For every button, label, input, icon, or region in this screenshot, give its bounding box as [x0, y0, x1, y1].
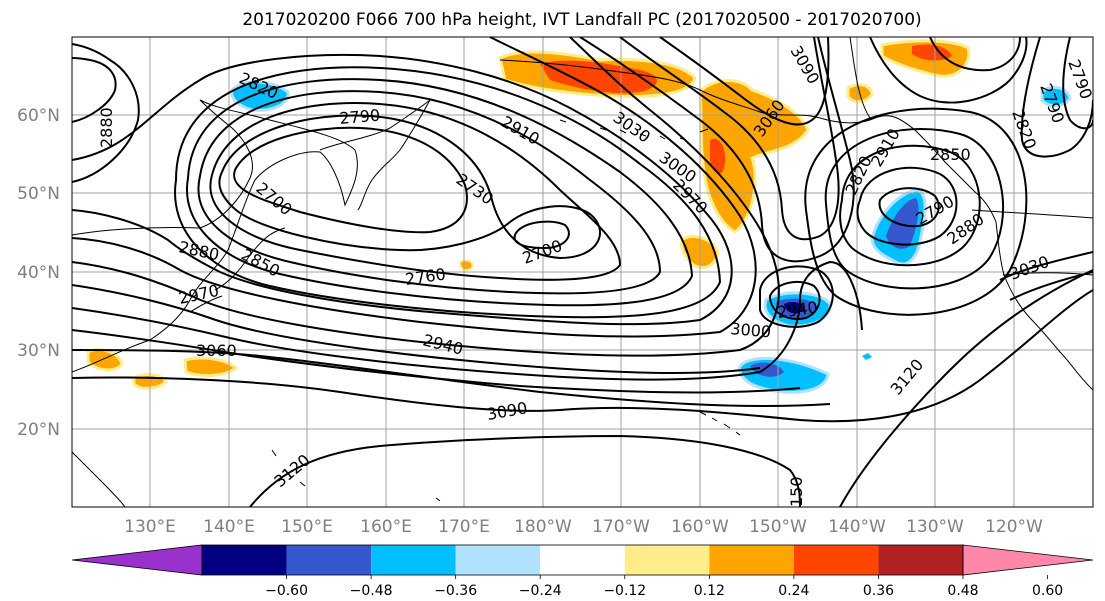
- contour-label: 3000: [730, 319, 772, 341]
- contour-goa-low-5: [804, 107, 1028, 316]
- contour-label: 3060: [196, 341, 237, 360]
- contour-2760: [209, 102, 622, 281]
- coastline-wpac-islands: [72, 449, 441, 507]
- colorbar-tick-label: 0.60: [1032, 583, 1063, 599]
- contour-goa-low-1: [878, 187, 940, 228]
- contour-goa-low-2: [856, 166, 958, 246]
- map-panel: 2820 2880 2790 2910 3030 3090 3060 2730 …: [71, 36, 1094, 508]
- contour-goa-low-6: [869, 37, 1028, 104]
- negative-anomaly-gulf-low-core: [886, 198, 919, 249]
- contour-3120: [249, 434, 801, 507]
- contour-ne-2: [1062, 37, 1093, 130]
- lon-label-150e: 150°E: [281, 517, 333, 537]
- coastline-japan: [189, 227, 286, 313]
- contour-3060: [72, 349, 831, 408]
- contour-ridge-2: [619, 37, 840, 241]
- colorbar-tick-label: 0.24: [778, 583, 809, 599]
- colorbar-segment: [540, 545, 625, 575]
- coastline-north-america-west: [995, 221, 1093, 391]
- contour-3120-b: [839, 269, 1093, 507]
- lon-label-130e: 130°E: [124, 517, 176, 537]
- contour-label: 2850: [930, 145, 971, 164]
- colorbar-segment: [878, 545, 963, 575]
- lon-label-160e: 160°E: [360, 517, 412, 537]
- contour-2850: [174, 66, 722, 319]
- colorbar-segment: [202, 545, 287, 575]
- lat-label-30n: 30°N: [17, 341, 60, 361]
- contour-label: 2790: [339, 106, 381, 128]
- contour-goa-low-3: [839, 144, 981, 267]
- contour-west-1: [72, 57, 117, 123]
- colorbar-extend-max: [962, 544, 1094, 576]
- colorbar-segment: [624, 545, 710, 575]
- lat-label-50n: 50°N: [17, 184, 60, 204]
- colorbar-tick-label: 0.48: [947, 583, 978, 599]
- lon-label-140w: 140°W: [828, 517, 886, 537]
- coastline-asia: [72, 99, 358, 373]
- contour-2940: [72, 37, 780, 357]
- figure-title: 2017020200 F066 700 hPa height, IVT Land…: [242, 10, 921, 30]
- longitude-labels: 130°E 140°E 150°E 160°E 170°E 180°W 170°…: [124, 517, 1043, 537]
- positive-anomaly-wpac-2: [183, 356, 239, 377]
- lon-label-140e: 140°E: [203, 517, 255, 537]
- lon-label-170w: 170°W: [592, 517, 650, 537]
- colorbar-extend-min: [71, 544, 203, 576]
- colorbar-tick-label: 0.36: [863, 583, 894, 599]
- lon-label-130w: 130°W: [906, 517, 964, 537]
- colorbar-tick-label: 0.12: [694, 583, 725, 599]
- map-frame: [71, 36, 1094, 508]
- positive-anomaly-small-3: [458, 259, 474, 271]
- contour-3090: [72, 289, 1093, 423]
- shaded-ivt-field: [86, 39, 1072, 394]
- lat-label-40n: 40°N: [17, 263, 60, 283]
- coastline-kamchatka: [319, 99, 431, 211]
- lon-label-120w: 120°W: [985, 517, 1043, 537]
- contour-central-ring: [759, 265, 834, 328]
- height-contours: [72, 37, 1093, 507]
- contour-2880: [72, 54, 733, 326]
- coastline-hawaii: [699, 411, 741, 436]
- colorbar-segment: [709, 545, 794, 575]
- colorbar-frame: [201, 544, 964, 576]
- contour-3000: [72, 260, 863, 381]
- contour-2790: [197, 90, 662, 295]
- contour-2820: [185, 78, 694, 307]
- contour-central-ring-2: [768, 280, 821, 320]
- negative-anomaly-small: [862, 353, 872, 360]
- contour-label: 150: [787, 476, 806, 507]
- contour-2970: [72, 284, 761, 375]
- lon-label-150w: 150°W: [749, 517, 807, 537]
- contour-east-3030: [999, 251, 1093, 281]
- colorbar-segment: [286, 545, 372, 575]
- contour-2700-main: [233, 126, 468, 234]
- lon-label-180w: 180°W: [514, 517, 572, 537]
- contour-2910: [72, 37, 757, 338]
- colorbar-tick-label: −0.12: [603, 583, 646, 599]
- lon-label-160w: 160°W: [671, 517, 729, 537]
- contour-ne-1: [1020, 37, 1093, 158]
- colorbar-tick-label: −0.24: [519, 583, 562, 599]
- contour-ridge-1: [579, 37, 855, 263]
- contour-label: 2880: [97, 107, 116, 148]
- contour-ridge-3: [659, 37, 830, 126]
- colorbar-segment: [455, 545, 541, 575]
- strong-anomaly-gulf-alaska: [710, 138, 726, 174]
- contour-west-2: [72, 43, 140, 183]
- colorbar-tick-label: −0.60: [265, 583, 308, 599]
- colorbar: −0.60 −0.48 −0.36 −0.24 −0.12 0.12 0.24 0.36 0.4…: [71, 544, 1094, 599]
- colorbar-tick-label: −0.48: [350, 583, 393, 599]
- lat-label-20n: 20°N: [17, 420, 60, 440]
- colorbar-segment: [371, 545, 456, 575]
- contour-goa-low-4: [824, 127, 1005, 290]
- latitude-labels: 60°N 50°N 40°N 30°N 20°N: [17, 106, 60, 440]
- colorbar-segment: [793, 545, 879, 575]
- contour-goa-low-7: [929, 37, 1021, 72]
- lon-label-170e: 170°E: [438, 517, 490, 537]
- lat-label-60n: 60°N: [17, 106, 60, 126]
- colorbar-tick-label: −0.36: [434, 583, 477, 599]
- contour-3030: [72, 329, 801, 394]
- contour-east-3060: [1009, 271, 1093, 301]
